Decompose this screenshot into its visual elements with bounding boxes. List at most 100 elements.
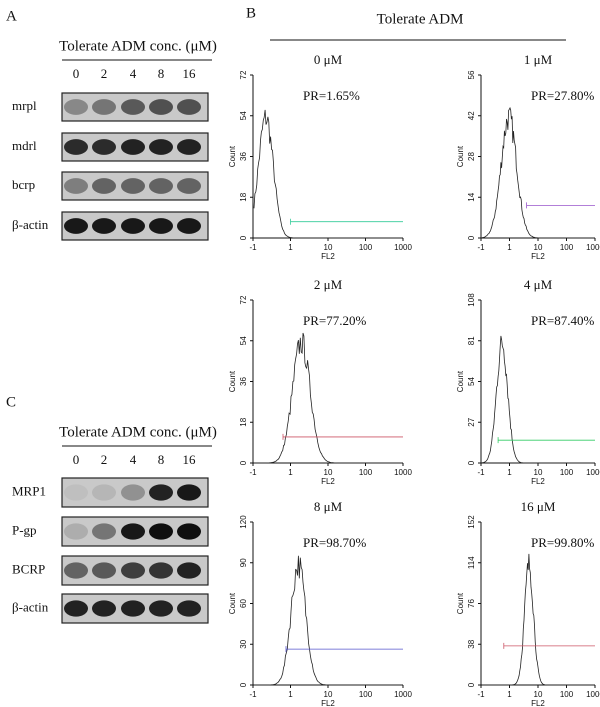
y-tick-label: 0 [239,460,248,465]
band [92,178,116,194]
x-tick-label: 100 [359,690,373,699]
y-tick-label: 90 [239,558,248,567]
x-tick-label: 10 [534,243,543,252]
y-tick-label: 152 [467,515,476,529]
x-axis-label: FL2 [531,477,545,486]
row-label: P-gp [12,522,37,537]
y-tick-label: 36 [239,377,248,386]
band [121,139,145,155]
band [177,139,201,155]
x-axis-label: FL2 [321,477,335,486]
pr-label: PR=98.70% [303,535,366,550]
y-axis-label: Count [228,370,237,392]
band [177,562,201,579]
y-axis-label: Count [228,145,237,167]
x-tick-label: -1 [249,468,257,477]
band [121,600,145,617]
lane-label: 16 [183,66,197,81]
x-tick-label: 10 [324,243,333,252]
y-tick-label: 60 [239,599,248,608]
pr-label: PR=99.80% [531,535,594,550]
band [149,484,173,501]
y-axis-label: Count [456,592,465,614]
row-label: BCRP [12,561,45,576]
x-tick-label: 1000 [586,468,600,477]
x-tick-label: 1 [288,243,293,252]
x-tick-label: 1 [507,468,512,477]
x-tick-label: 100 [560,243,574,252]
histogram [254,555,402,686]
y-tick-label: 120 [239,515,248,529]
x-tick-label: 10 [534,468,543,477]
x-axis-label: FL2 [321,699,335,707]
histogram-title: 2 μM [314,277,343,292]
y-tick-label: 42 [467,111,476,120]
y-tick-label: 0 [467,460,476,465]
x-tick-label: -1 [477,243,485,252]
band [121,562,145,579]
lane-label: 16 [183,452,197,467]
y-tick-label: 114 [467,556,476,569]
histogram-title: 16 μM [521,499,556,514]
band [92,600,116,617]
band [121,178,145,194]
y-tick-label: 27 [467,417,476,426]
x-tick-label: 1 [288,690,293,699]
histogram-title: 0 μM [314,52,343,67]
y-tick-label: 0 [239,682,248,687]
band [92,99,116,115]
histogram-title: 4 μM [524,277,553,292]
x-tick-label: 1 [288,468,293,477]
band [92,484,116,501]
histogram-title: 1 μM [524,52,553,67]
lane-label: 2 [101,66,108,81]
y-axis-label: Count [228,592,237,614]
x-tick-label: 1000 [394,243,412,252]
x-tick-label: -1 [249,243,257,252]
band [149,218,173,234]
pr-label: PR=1.65% [303,88,360,103]
y-tick-label: 36 [239,152,248,161]
band [177,484,201,501]
x-tick-label: 1 [507,243,512,252]
x-tick-label: 100 [560,468,574,477]
row-label: mrpl [12,98,37,113]
band [177,178,201,194]
y-tick-label: 54 [467,377,476,386]
y-tick-label: 108 [467,293,476,307]
y-tick-label: 0 [239,235,248,240]
band [149,523,173,540]
lane-label: 8 [158,66,165,81]
x-axis-label: FL2 [531,699,545,707]
panel-letter: C [6,394,16,410]
y-tick-label: 54 [239,336,248,345]
x-tick-label: 1000 [394,468,412,477]
histogram [481,106,594,239]
x-tick-label: 1 [507,690,512,699]
y-tick-label: 14 [467,192,476,201]
y-tick-label: 56 [467,70,476,79]
band [64,178,88,194]
lane-label: 8 [158,452,165,467]
lane-label: 0 [73,66,80,81]
histogram [254,332,402,464]
lane-label: 4 [130,452,137,467]
y-tick-label: 38 [467,639,476,648]
histogram [481,335,594,464]
band [177,600,201,617]
band [64,600,88,617]
lane-label: 4 [130,66,137,81]
x-tick-label: 100 [560,690,574,699]
band [92,139,116,155]
band [64,99,88,115]
blot-header: Tolerate ADM conc. (μM) [59,38,217,54]
band [92,562,116,579]
pr-label: PR=87.40% [531,313,594,328]
x-tick-label: 10 [534,690,543,699]
band [121,523,145,540]
row-label: β-actin [12,217,49,232]
panel-letter: B [246,5,256,21]
y-tick-label: 30 [239,639,248,648]
band [121,218,145,234]
x-tick-label: 10 [324,690,333,699]
